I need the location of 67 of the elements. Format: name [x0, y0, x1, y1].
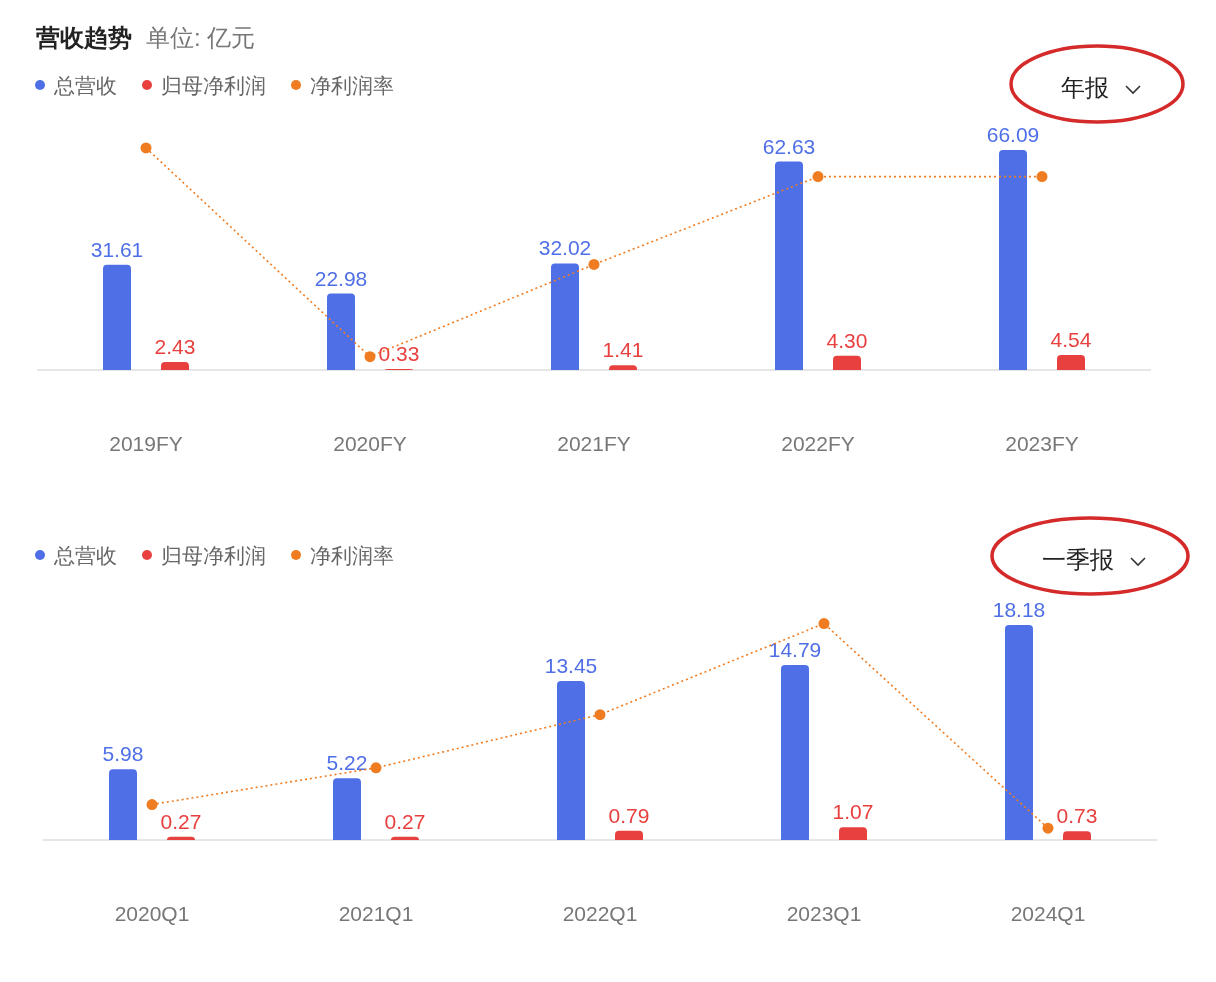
x-tick-label: 2023Q1: [786, 902, 862, 925]
bar: [109, 769, 137, 840]
data-label: 0.33: [378, 341, 420, 365]
point: [1042, 822, 1054, 834]
data-label: 4.30: [826, 328, 868, 352]
point: [370, 762, 382, 774]
bar: [557, 680, 585, 840]
legend-label: 净利润率: [310, 544, 394, 567]
data-label: 22.98: [314, 266, 368, 290]
text: 年报: [1061, 74, 1109, 101]
x-tick-label: 2023FY: [1005, 432, 1079, 455]
x-tick-label: 2024Q1: [1010, 902, 1086, 925]
text: 一季报: [1042, 546, 1114, 573]
chart-subtitle: 单位: 亿元: [146, 24, 256, 51]
data-label: 4.54: [1050, 327, 1092, 351]
bar: [775, 161, 803, 370]
data-label: 62.63: [762, 134, 816, 158]
point: [812, 171, 824, 183]
point: [140, 142, 152, 154]
point: [1036, 171, 1048, 183]
bar: [1063, 831, 1091, 840]
data-label: 18.18: [992, 598, 1046, 621]
x-tick-label: 2020Q1: [114, 902, 190, 925]
data-label: 1.41: [602, 338, 644, 362]
bar: [103, 264, 131, 370]
point: [364, 351, 376, 363]
data-label: 31.61: [90, 237, 144, 261]
x-tick-label: 2019FY: [109, 432, 183, 455]
point: [818, 618, 830, 630]
data-label: 5.22: [326, 751, 368, 775]
data-label: 66.09: [986, 123, 1040, 146]
bar: [609, 365, 637, 370]
data-label: 0.27: [160, 809, 202, 833]
bar: [1005, 625, 1033, 840]
bar: [1057, 354, 1085, 370]
point: [594, 709, 606, 721]
data-label: 2.43: [154, 334, 196, 358]
bar: [999, 150, 1027, 370]
bar: [781, 665, 809, 840]
bar: [327, 293, 355, 370]
legend-label: 净利润率: [310, 74, 394, 97]
data-label: 5.98: [102, 742, 144, 766]
bar: [161, 361, 189, 370]
data-label: 0.27: [384, 809, 426, 833]
data-label: 0.79: [608, 803, 650, 827]
data-label: 1.07: [832, 800, 874, 824]
data-label: 14.79: [768, 638, 822, 662]
x-tick-label: 2020FY: [333, 432, 407, 455]
bar: [551, 263, 579, 370]
legend-label: 归母净利润: [161, 544, 266, 567]
x-tick-label: 2021FY: [557, 432, 631, 455]
bar: [615, 830, 643, 840]
bar: [333, 778, 361, 840]
data-label: 13.45: [544, 653, 598, 677]
bar: [839, 827, 867, 840]
data-label: 0.73: [1056, 804, 1098, 828]
legend-label: 归母净利润: [161, 74, 266, 97]
data-label: 32.02: [538, 236, 592, 260]
x-tick-label: 2022FY: [781, 432, 855, 455]
point: [588, 258, 600, 270]
legend-label: 总营收: [53, 544, 117, 567]
point: [146, 799, 158, 811]
bar: [833, 355, 861, 370]
x-tick-label: 2022Q1: [562, 902, 638, 925]
legend-label: 总营收: [53, 74, 117, 97]
chart-title: 营收趋势: [35, 24, 132, 51]
x-tick-label: 2021Q1: [338, 902, 414, 925]
